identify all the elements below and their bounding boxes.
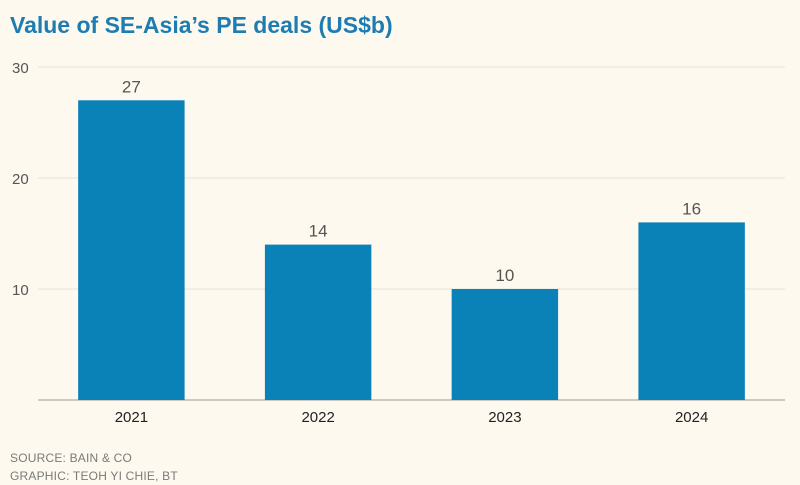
bar-2024 bbox=[638, 222, 745, 400]
graphic-credit: GRAPHIC: TEOH YI CHIE, BT bbox=[10, 469, 178, 483]
bar-2021 bbox=[78, 100, 185, 401]
x-tick-label-2023: 2023 bbox=[488, 409, 521, 426]
value-label-2021: 27 bbox=[122, 77, 141, 96]
x-tick-label-2024: 2024 bbox=[675, 409, 708, 426]
bar-2023 bbox=[451, 289, 559, 400]
x-tick-label-2021: 2021 bbox=[115, 409, 148, 426]
source-note: SOURCE: BAIN & CO bbox=[10, 451, 133, 465]
value-label-2023: 10 bbox=[495, 266, 514, 285]
bar-2022 bbox=[264, 244, 372, 400]
y-tick-label-10: 10 bbox=[12, 282, 29, 299]
x-tick-label-2022: 2022 bbox=[301, 409, 334, 426]
y-tick-label-20: 20 bbox=[12, 171, 29, 188]
y-tick-label-30: 30 bbox=[12, 60, 29, 77]
chart-title: Value of SE-Asia’s PE deals (US$b) bbox=[10, 12, 393, 38]
value-label-2024: 16 bbox=[682, 199, 701, 218]
value-label-2022: 14 bbox=[309, 222, 328, 241]
